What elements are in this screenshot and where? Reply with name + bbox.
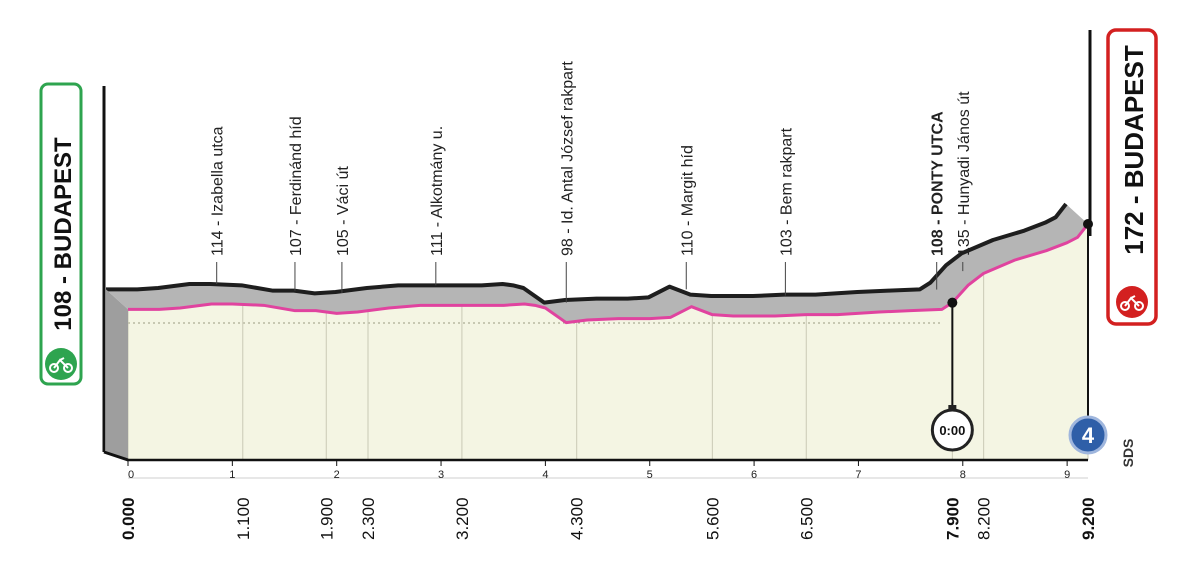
time-check-point <box>947 297 958 308</box>
waypoint-label: 111 - Alkotmány u. <box>429 126 446 256</box>
distance-label: 5.600 <box>703 497 722 540</box>
finish-cyclist-icon <box>1116 286 1148 318</box>
waypoint-label: 98 - Id. Antal József rakpart <box>559 61 576 256</box>
km-tick-label: 3 <box>438 469 444 481</box>
distance-label: 7.900 <box>943 497 962 540</box>
finish-category-badge: 4 <box>1068 415 1108 455</box>
distance-label: 3.200 <box>453 497 472 540</box>
finish-bike-icon <box>1120 295 1144 311</box>
brand-logo: SDS <box>1120 439 1136 468</box>
distance-label: 6.500 <box>797 497 816 540</box>
finish-label-box: 172 - BUDAPEST <box>1106 28 1158 326</box>
distance-label: 4.300 <box>568 497 587 540</box>
start-label-box: 108 - BUDAPEST <box>39 82 83 386</box>
waypoint-label: 105 - Váci út <box>335 166 352 256</box>
distance-label: 8.200 <box>975 497 994 540</box>
stopwatch-icon <box>930 405 974 452</box>
distance-label: 1.900 <box>317 497 336 540</box>
distance-label: 9.200 <box>1079 497 1098 540</box>
km-tick-label: 6 <box>751 469 757 481</box>
waypoint-label: 108 - PONTY UTCA <box>930 111 947 256</box>
finish-label: 172 - BUDAPEST <box>1119 45 1149 255</box>
waypoint-label: 110 - Margit híd <box>679 145 696 256</box>
distance-label: 0.000 <box>119 497 138 540</box>
km-tick-label: 8 <box>960 469 966 481</box>
base-edge <box>103 450 129 462</box>
start-label: 108 - BUDAPEST <box>50 137 77 331</box>
distance-label: 2.300 <box>359 497 378 540</box>
km-tick-label: 4 <box>542 469 548 481</box>
waypoint-label: 114 - Izabella utca <box>210 126 227 256</box>
km-tick-label: 0 <box>128 469 134 481</box>
profile-side-wall <box>106 289 128 460</box>
km-tick-label: 5 <box>647 469 653 481</box>
time-check-text: 0:00 <box>939 423 965 438</box>
elevation-line <box>128 223 1090 325</box>
km-tick-label: 1 <box>229 469 235 481</box>
distance-label: 1.100 <box>234 497 253 540</box>
profile-top-edge <box>106 202 1068 305</box>
waypoint-label: 135 - Hunyadi János út <box>956 91 973 256</box>
finish-badge-text: 4 <box>1082 423 1095 448</box>
start-bike-icon <box>49 357 73 373</box>
km-tick-label: 9 <box>1064 469 1070 481</box>
km-tick-label: 7 <box>855 469 861 481</box>
time-check: 0:00 <box>930 297 974 452</box>
km-tick-label: 2 <box>334 469 340 481</box>
waypoint-label: 103 - Bem rakpart <box>778 127 795 256</box>
waypoint-label: 107 - Ferdinánd híd <box>288 116 305 256</box>
start-cyclist-icon <box>45 348 77 380</box>
